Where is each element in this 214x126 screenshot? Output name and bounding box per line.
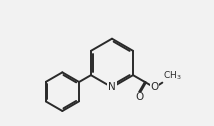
Text: N: N xyxy=(108,82,116,92)
Text: O: O xyxy=(135,92,143,102)
Text: CH$_3$: CH$_3$ xyxy=(163,70,182,82)
Text: O: O xyxy=(150,82,159,92)
